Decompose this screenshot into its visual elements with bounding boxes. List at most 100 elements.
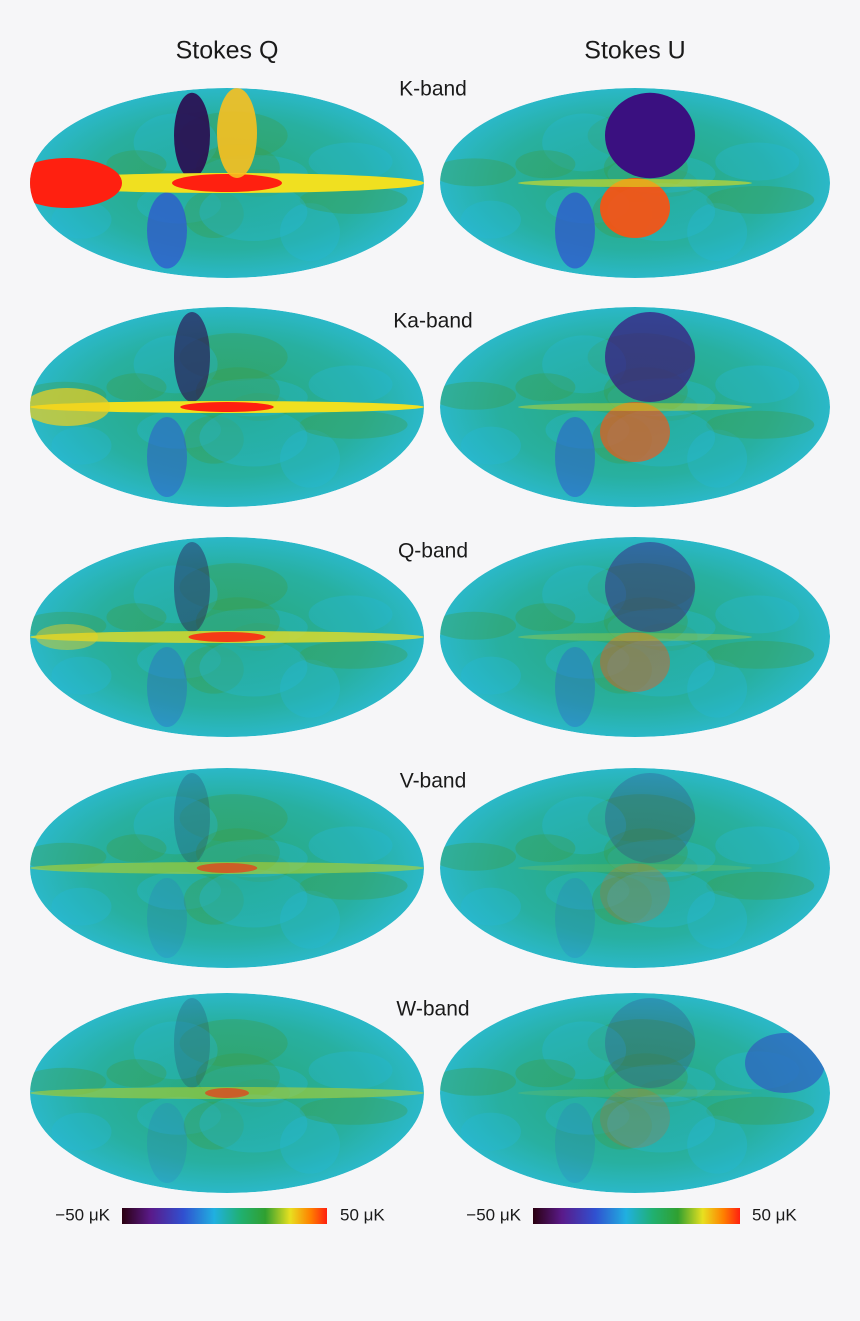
map-texture: [308, 1051, 393, 1090]
map-texture: [687, 203, 748, 262]
map-texture: [607, 638, 716, 697]
map-texture: [299, 185, 408, 214]
map-texture: [106, 603, 167, 632]
sky-map: [30, 307, 424, 507]
map-feature: [555, 192, 595, 269]
map-texture: [199, 182, 308, 241]
map-texture: [440, 611, 516, 640]
map-texture: [515, 1059, 576, 1088]
map-feature: [30, 158, 122, 208]
map-texture: [460, 426, 521, 465]
map-texture: [183, 1101, 244, 1150]
map-feature: [600, 863, 670, 923]
map-texture: [706, 871, 815, 900]
map-texture: [706, 1096, 815, 1125]
map-feature: [196, 863, 258, 873]
map-feature: [605, 998, 695, 1088]
map-feature: [555, 878, 595, 958]
map-texture: [279, 890, 340, 949]
map-texture: [542, 1021, 627, 1080]
colorbar-min-label: −50 μK: [55, 1205, 110, 1224]
map-texture: [299, 1096, 408, 1125]
map-feature: [217, 88, 257, 178]
map-texture: [51, 887, 112, 926]
map-texture: [603, 1053, 688, 1102]
map-texture: [591, 876, 652, 925]
map-feature: [174, 312, 210, 402]
map-texture: [106, 1059, 167, 1088]
map-texture: [603, 828, 688, 877]
band-label: Ka-band: [393, 310, 472, 333]
map-feature: [30, 388, 110, 426]
map-feature: [600, 402, 670, 462]
map-texture: [715, 365, 800, 404]
map-texture: [545, 1096, 630, 1135]
map-background: [440, 537, 830, 737]
map-feature: [174, 92, 210, 179]
band-label: K-band: [399, 78, 467, 101]
map-texture: [440, 381, 516, 410]
map-background: [440, 768, 830, 968]
map-texture: [199, 1094, 308, 1153]
map-texture: [607, 1064, 716, 1103]
sky-map: [30, 768, 424, 968]
map-texture: [687, 1115, 748, 1174]
map-texture: [715, 826, 800, 865]
map-texture: [587, 794, 696, 843]
map-feature: [180, 402, 274, 412]
map-texture: [183, 645, 244, 694]
map-texture: [587, 1019, 696, 1068]
map-feature: [600, 178, 670, 238]
map-texture: [179, 794, 288, 843]
map-texture: [591, 1101, 652, 1150]
map-feature: [600, 1088, 670, 1148]
map-texture: [637, 623, 698, 651]
column-title: Stokes Q: [176, 37, 279, 65]
map-texture: [715, 142, 800, 181]
map-texture: [308, 595, 393, 634]
map-texture: [460, 656, 521, 695]
band-label: V-band: [400, 770, 467, 793]
map-feature: [600, 632, 670, 692]
map-feature: [518, 864, 752, 872]
map-texture: [587, 563, 696, 612]
map-feature: [205, 1088, 249, 1098]
map-texture: [460, 1112, 521, 1151]
sky-map: [30, 993, 424, 1193]
sky-map: [440, 307, 830, 507]
map-feature: [36, 624, 98, 650]
map-texture: [440, 842, 516, 871]
map-texture: [30, 842, 107, 871]
colorbar-min-label: −50 μK: [466, 1205, 521, 1224]
map-texture: [706, 185, 815, 214]
map-texture: [299, 410, 408, 439]
sky-map: [30, 537, 424, 737]
map-texture: [279, 659, 340, 718]
map-feature: [147, 192, 187, 269]
map-texture: [106, 834, 167, 863]
sky-map: [30, 88, 424, 278]
column-titles: Stokes Q Stokes U: [176, 37, 686, 65]
map-feature: [555, 647, 595, 727]
map-feature: [555, 417, 595, 497]
sky-map: [440, 993, 830, 1193]
map-feature: [518, 179, 752, 187]
map-texture: [183, 876, 244, 925]
sky-map: [440, 537, 830, 737]
map-texture: [308, 826, 393, 865]
map-texture: [460, 200, 521, 239]
band-label: Q-band: [398, 540, 468, 563]
map-feature: [518, 1089, 752, 1097]
map-texture: [687, 890, 748, 949]
map-texture: [545, 871, 630, 910]
column-title: Stokes U: [584, 37, 685, 65]
map-texture: [137, 1096, 222, 1135]
map-texture: [603, 597, 688, 646]
sky-map: [440, 768, 830, 968]
map-texture: [183, 415, 244, 464]
map-texture: [279, 203, 340, 262]
map-texture: [133, 1021, 218, 1080]
map-texture: [637, 1079, 698, 1107]
